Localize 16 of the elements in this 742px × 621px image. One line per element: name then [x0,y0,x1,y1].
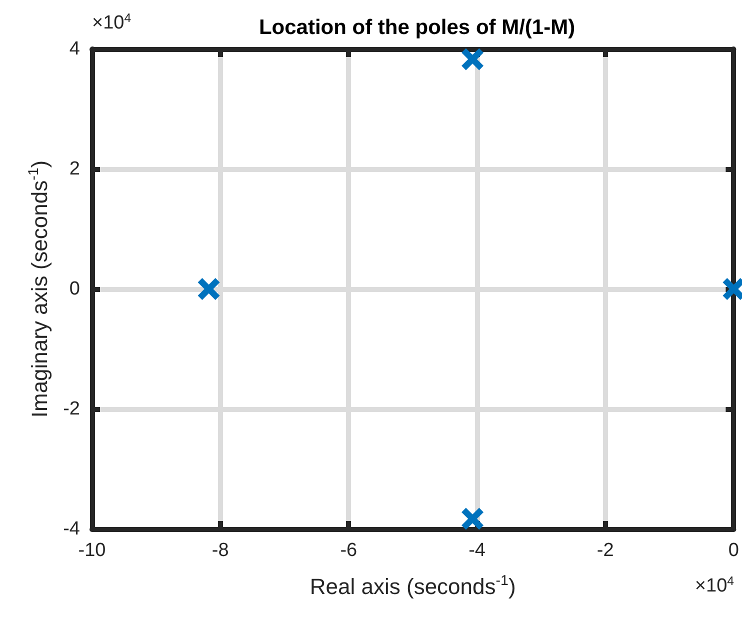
point [198,278,220,300]
x-tick-label: -4 [468,540,486,561]
y-tick-label: 2 [69,158,80,180]
x-tick-label: 0 [728,540,740,561]
point [462,508,484,530]
y-tick-label: -2 [63,398,80,420]
x-tick-label: -8 [212,540,229,561]
point [462,48,484,70]
x-tick-label: -6 [340,540,358,561]
y-axis-title: Imaginary axis (seconds-1) [26,160,52,418]
x-tick-label: -10 [78,540,106,561]
y-tick-label: 0 [69,278,80,300]
x-tick-label: -2 [596,540,614,561]
y-tick-label: 4 [69,38,80,60]
y-tick-label: -4 [63,518,80,540]
chart-title: Location of the poles of M/(1-M) [258,16,576,39]
